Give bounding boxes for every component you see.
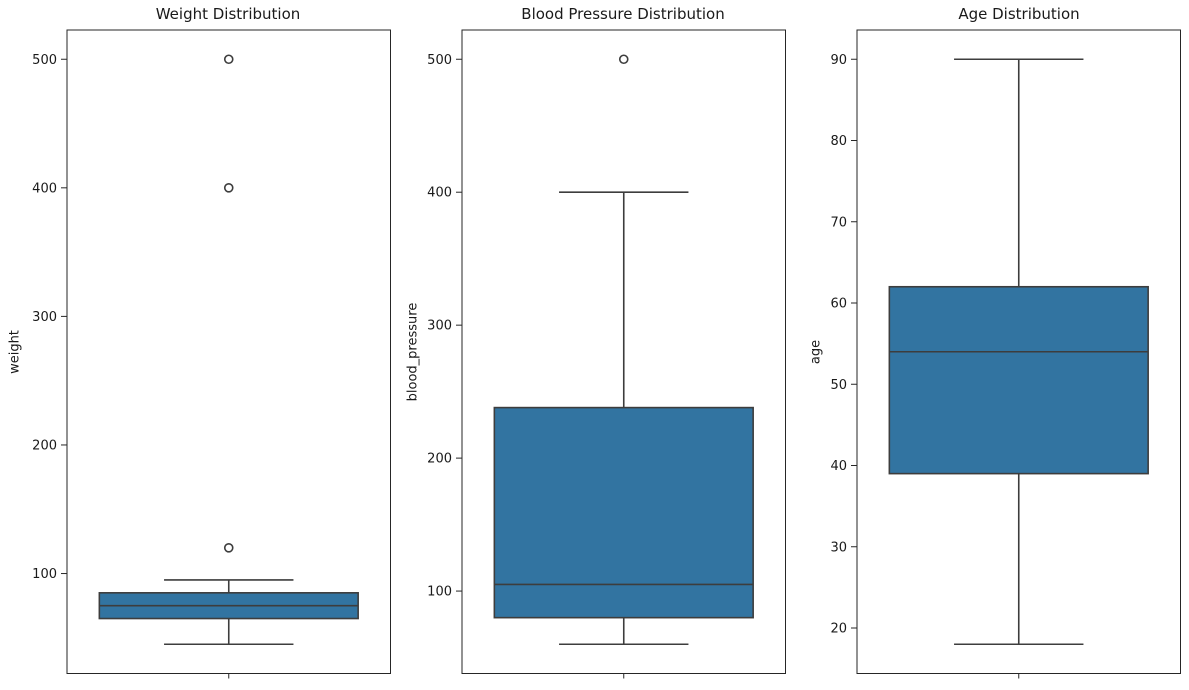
y-tick-label: 60 — [830, 297, 847, 312]
outlier-point — [223, 543, 234, 553]
y-tick-label: 500 — [32, 53, 57, 68]
iqr-box — [888, 285, 1149, 475]
y-tick-label: 20 — [830, 622, 847, 637]
y-tick-label: 80 — [830, 134, 847, 149]
y-tick-label: 100 — [427, 585, 452, 600]
weight-plot-title: Weight Distribution — [155, 5, 301, 23]
outlier-point — [618, 54, 629, 65]
age-plot-title: Age Distribution — [958, 5, 1080, 23]
iqr-box — [493, 406, 754, 619]
y-tick-label: 300 — [32, 310, 57, 325]
y-tick-label: 70 — [830, 215, 847, 230]
blood-pressure-boxplot-canvas: 100 200 300 400 500 — [427, 29, 786, 679]
weight-boxplot-canvas: 100 200 300 400 500 — [32, 29, 391, 679]
y-tick-label: 100 — [32, 567, 57, 582]
y-tick-label: 50 — [830, 378, 847, 393]
age-boxplot-canvas: 20 30 40 50 60 70 80 90 — [830, 29, 1181, 679]
y-tick-label: 40 — [830, 459, 847, 474]
outlier-point — [223, 54, 234, 65]
y-tick-label: 400 — [32, 181, 57, 196]
y-tick-label: 300 — [427, 319, 452, 334]
outlier-point — [223, 183, 234, 193]
blood-pressure-plot-title: Blood Pressure Distribution — [521, 5, 725, 23]
y-tick-label: 200 — [427, 452, 452, 467]
y-tick-label: 500 — [427, 53, 452, 68]
y-tick-label: 90 — [830, 53, 847, 68]
y-tick-label: 400 — [427, 186, 452, 201]
y-tick-label: 200 — [32, 438, 57, 453]
y-tick-label: 30 — [830, 540, 847, 555]
